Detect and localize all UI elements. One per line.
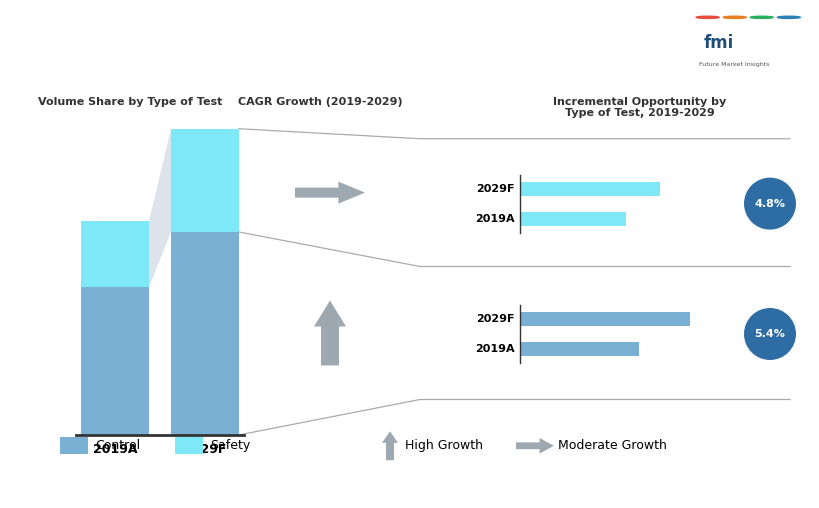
Bar <box>174 437 203 455</box>
Bar <box>519 182 659 196</box>
Text: Control: Control <box>95 439 140 452</box>
Polygon shape <box>515 438 554 454</box>
Circle shape <box>722 16 745 18</box>
Circle shape <box>749 16 772 18</box>
Text: High Growth: High Growth <box>405 439 482 452</box>
Circle shape <box>743 308 795 360</box>
Bar <box>60 437 88 455</box>
Circle shape <box>695 16 718 18</box>
Polygon shape <box>295 182 364 204</box>
Bar <box>519 312 689 326</box>
Text: Future Market Insights: Future Market Insights <box>699 62 769 67</box>
Bar <box>171 129 238 232</box>
Bar <box>519 212 626 226</box>
Polygon shape <box>149 129 171 288</box>
Text: 2029F: 2029F <box>476 183 514 194</box>
Text: 2019A: 2019A <box>93 443 137 456</box>
Polygon shape <box>314 301 346 365</box>
Text: Moderate Growth: Moderate Growth <box>557 439 666 452</box>
Circle shape <box>743 178 795 230</box>
Text: Food Diagnostics Market: Analysis and Forecast by Type of Test: Food Diagnostics Market: Analysis and Fo… <box>12 27 819 51</box>
Text: Safety: Safety <box>210 439 250 452</box>
Text: Source: Future Market Insights: Source: Future Market Insights <box>10 483 228 495</box>
Text: 2029F: 2029F <box>183 443 226 456</box>
Text: 2019A: 2019A <box>475 214 514 224</box>
Text: 5.4%: 5.4% <box>753 329 785 339</box>
Text: 2029F: 2029F <box>476 314 514 324</box>
Text: Volume Share by Type of Test: Volume Share by Type of Test <box>38 97 222 107</box>
Text: Incremental Opportunity by
Type of Test, 2019-2029: Incremental Opportunity by Type of Test,… <box>553 97 726 118</box>
Bar <box>81 288 149 435</box>
Bar <box>171 232 238 435</box>
Text: 4.8%: 4.8% <box>753 199 785 209</box>
Polygon shape <box>382 431 397 460</box>
FancyBboxPatch shape <box>684 3 819 76</box>
Text: CAGR Growth (2019-2029): CAGR Growth (2019-2029) <box>238 97 402 107</box>
Bar <box>81 221 149 288</box>
Text: 2019A: 2019A <box>475 344 514 354</box>
Circle shape <box>776 16 799 18</box>
Bar <box>519 342 638 356</box>
Text: fmi: fmi <box>703 35 733 52</box>
